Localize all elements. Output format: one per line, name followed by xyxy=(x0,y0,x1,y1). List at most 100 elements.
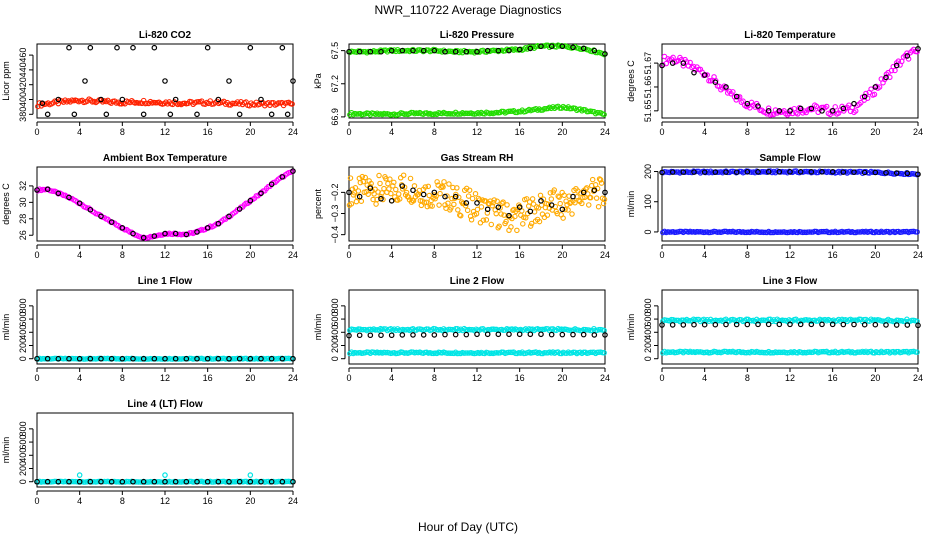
data-point xyxy=(572,199,578,206)
x-tick-label: 8 xyxy=(745,127,750,137)
data-point xyxy=(167,111,174,118)
data-point xyxy=(463,48,470,55)
y-axis-label: ml/min xyxy=(626,314,636,341)
series-black xyxy=(34,168,296,241)
data-point xyxy=(851,229,857,236)
data-point xyxy=(466,187,473,193)
x-tick-label: 16 xyxy=(828,127,838,137)
data-point xyxy=(587,194,594,201)
y-tick-label: 100 xyxy=(643,194,653,209)
x-tick-label: 24 xyxy=(288,127,298,137)
data-point xyxy=(439,183,445,189)
y-axis-label: ml/min xyxy=(1,314,11,341)
data-point xyxy=(44,111,51,118)
data-point xyxy=(528,220,535,227)
data-point xyxy=(547,190,554,196)
data-point xyxy=(872,169,879,176)
data-point xyxy=(856,349,862,355)
data-point xyxy=(468,217,475,223)
data-point xyxy=(601,196,608,203)
data-point xyxy=(215,220,222,227)
y-axis-label: ml/min xyxy=(313,314,323,341)
data-point xyxy=(290,355,296,362)
data-point xyxy=(659,322,665,328)
data-point xyxy=(162,78,168,84)
data-point xyxy=(352,185,359,191)
data-point xyxy=(474,206,481,213)
data-point xyxy=(400,172,407,179)
data-point xyxy=(365,191,371,197)
y-tick-label: 51.66 xyxy=(643,76,653,99)
data-point xyxy=(463,200,470,206)
data-point xyxy=(130,44,136,51)
x-tick-label: 12 xyxy=(785,373,795,383)
data-point xyxy=(564,201,570,208)
y-axis-label: Licor ppm xyxy=(1,61,11,101)
x-tick-label: 20 xyxy=(557,373,567,383)
data-point xyxy=(431,47,438,54)
data-point xyxy=(495,204,502,210)
data-point xyxy=(480,217,487,223)
y-tick-label: 460 xyxy=(18,48,28,63)
y-tick-label: 200 xyxy=(330,338,340,353)
data-point xyxy=(565,207,571,213)
data-point xyxy=(516,46,523,53)
data-point xyxy=(701,321,708,328)
data-point xyxy=(194,478,200,485)
x-tick-label: 4 xyxy=(389,373,394,383)
panel-title: Li-820 Pressure xyxy=(440,30,515,41)
x-tick-label: 0 xyxy=(34,127,39,137)
data-point xyxy=(820,228,827,235)
data-point xyxy=(356,332,363,339)
data-point xyxy=(755,103,761,109)
data-point xyxy=(560,215,566,221)
data-point xyxy=(527,45,534,52)
data-point xyxy=(162,472,168,478)
data-point xyxy=(422,184,429,190)
data-point xyxy=(704,72,710,78)
y-axis-label: ml/min xyxy=(626,191,636,218)
data-point xyxy=(130,478,136,485)
series-black xyxy=(39,44,296,118)
data-point xyxy=(346,48,352,55)
y-axis-label: degrees C xyxy=(1,183,11,225)
data-point xyxy=(506,212,512,219)
data-point xyxy=(452,193,459,200)
data-point xyxy=(236,111,243,118)
data-point xyxy=(498,211,504,217)
y-tick-label: 600 xyxy=(643,312,653,327)
data-point xyxy=(861,321,868,328)
data-point xyxy=(669,322,676,328)
data-point xyxy=(504,202,510,208)
series-black xyxy=(659,169,921,178)
data-point xyxy=(194,229,200,235)
y-tick-label: 420 xyxy=(18,77,28,92)
data-point xyxy=(787,169,793,175)
data-point xyxy=(900,348,907,355)
data-point xyxy=(194,111,200,118)
data-point xyxy=(733,169,740,175)
data-point xyxy=(755,321,761,328)
data-point xyxy=(526,199,533,205)
data-point xyxy=(456,194,462,201)
data-point xyxy=(680,322,687,328)
series-green xyxy=(347,103,607,118)
panel-line4: Line 4 (LT) Flow 0 4 8 12 16 20 24 0 200400600800… xyxy=(1,399,298,506)
data-point xyxy=(585,202,592,208)
y-tick-label: 26 xyxy=(18,230,28,240)
y-axis-label: degrees C xyxy=(626,60,636,102)
data-point xyxy=(226,213,232,220)
data-point xyxy=(405,194,412,200)
data-point xyxy=(55,96,62,103)
data-point xyxy=(151,355,158,362)
data-point xyxy=(852,108,859,114)
data-point xyxy=(538,198,544,204)
data-point xyxy=(236,206,243,212)
data-point xyxy=(559,43,566,50)
data-point xyxy=(426,192,432,199)
data-point xyxy=(290,478,296,485)
data-point xyxy=(258,190,264,197)
data-point xyxy=(730,89,736,95)
data-point xyxy=(44,186,51,193)
